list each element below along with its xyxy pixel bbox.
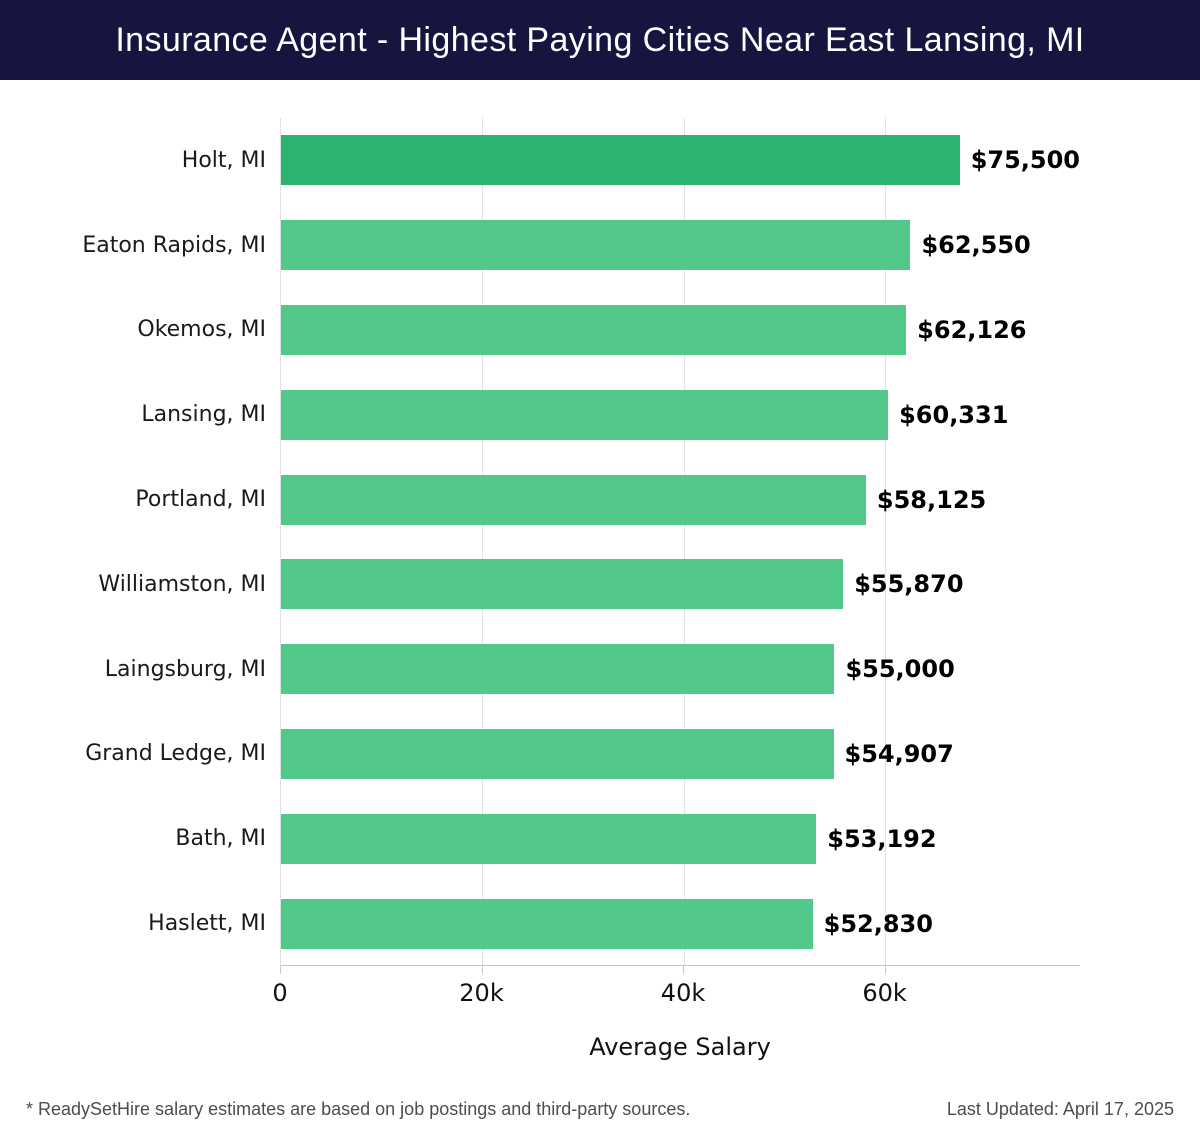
x-tick-mark <box>683 966 685 974</box>
last-updated: Last Updated: April 17, 2025 <box>946 1099 1174 1119</box>
bar-row: Lansing, MI $60,331 <box>141 372 1080 457</box>
bar <box>281 813 817 864</box>
category-label: Bath, MI <box>175 826 266 852</box>
x-axis-label: Average Salary <box>589 1033 771 1061</box>
bar <box>281 644 835 695</box>
bar <box>281 728 834 779</box>
gridline <box>482 118 484 965</box>
bar-row: Bath, MI $53,192 <box>175 796 1080 881</box>
bar <box>281 220 911 271</box>
bar <box>281 304 907 355</box>
header: Insurance Agent - Highest Paying Cities … <box>0 0 1200 80</box>
x-tick-label: 20k <box>459 979 504 1007</box>
plot-body: Holt, MI $75,500 Eaton Rapids, MI $62,55… <box>82 118 1080 966</box>
gridlines <box>281 118 1080 965</box>
bar-row: Grand Ledge, MI $54,907 <box>85 712 1080 797</box>
x-tick-label: 40k <box>660 979 706 1007</box>
value-label: $62,126 <box>917 315 1027 344</box>
category-label: Haslett, MI <box>148 911 266 937</box>
gridline <box>683 118 685 965</box>
category-label: Williamston, MI <box>98 571 266 597</box>
x-tick-mark <box>280 966 281 974</box>
category-label: Holt, MI <box>181 147 266 173</box>
footer: * ReadySetHire salary estimates are base… <box>0 1099 1200 1120</box>
value-label: $62,550 <box>921 231 1031 260</box>
bar-chart: Holt, MI $75,500 Eaton Rapids, MI $62,55… <box>0 80 1200 1061</box>
value-label: $55,000 <box>845 655 955 684</box>
value-label: $75,500 <box>970 146 1080 175</box>
bar-row: Portland, MI $58,125 <box>135 457 1080 542</box>
bar <box>281 389 889 440</box>
x-tick-label: 60k <box>862 979 907 1007</box>
bar <box>281 135 960 186</box>
x-tick-mark <box>884 966 886 974</box>
bar-row: Williamston, MI $55,870 <box>98 542 1080 627</box>
bar-row: Holt, MI $75,500 <box>182 118 1080 203</box>
bar-row: Okemos, MI $62,126 <box>137 288 1080 373</box>
category-label: Lansing, MI <box>141 402 266 428</box>
chart-title: Insurance Agent - Highest Paying Cities … <box>115 20 1085 59</box>
source-note: * ReadySetHire salary estimates are base… <box>26 1099 691 1119</box>
bar-row: Haslett, MI $52,830 <box>148 881 1080 966</box>
x-axis-ticks: 0 20k 40k 60k <box>272 966 1080 1010</box>
category-label: Okemos, MI <box>137 317 266 343</box>
category-label: Grand Ledge, MI <box>85 741 266 767</box>
category-label: Eaton Rapids, MI <box>82 232 266 258</box>
value-label: $53,192 <box>827 824 937 853</box>
gridline <box>884 118 886 965</box>
bar <box>281 474 866 525</box>
value-label: $60,331 <box>899 400 1009 429</box>
value-label: $52,830 <box>823 909 933 938</box>
bar-row: Eaton Rapids, MI $62,550 <box>82 203 1080 288</box>
value-label: $55,870 <box>854 570 964 599</box>
bar-row: Laingsburg, MI $55,000 <box>105 627 1080 712</box>
x-tick-label: 0 <box>272 979 288 1007</box>
category-label: Laingsburg, MI <box>104 656 266 682</box>
x-tick-mark <box>481 966 483 974</box>
category-label: Portland, MI <box>135 487 266 513</box>
bar <box>281 898 813 949</box>
plot-area: Holt, MI $75,500 Eaton Rapids, MI $62,55… <box>82 118 1080 966</box>
value-label: $54,907 <box>844 739 954 768</box>
value-label: $58,125 <box>876 485 987 514</box>
bar <box>281 559 844 610</box>
